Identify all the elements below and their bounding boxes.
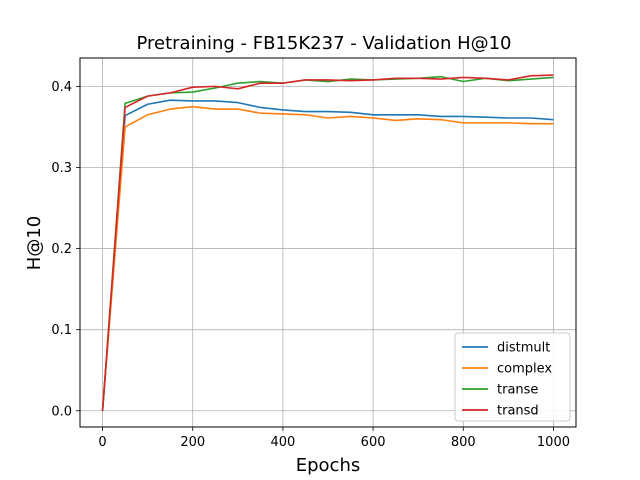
legend-label: transe — [497, 383, 538, 398]
x-tick-label: 400 — [270, 435, 295, 450]
x-tick-label: 200 — [180, 435, 205, 450]
x-tick-label: 1000 — [537, 435, 570, 450]
series-line-complex — [101, 105, 554, 411]
legend-label: transd — [497, 404, 539, 419]
series-line-distmult — [101, 99, 554, 411]
chart-title: Pretraining - FB15K237 - Validation H@10 — [136, 33, 511, 54]
x-tick-label: 800 — [451, 435, 476, 450]
legend-label: distmult — [497, 341, 550, 356]
y-axis-label: H@10 — [24, 216, 45, 270]
y-tick-label: 0.1 — [51, 323, 72, 338]
plot-frame — [79, 57, 577, 428]
y-tick-label: 0.4 — [51, 80, 72, 95]
y-axis-ticks: 0.0 0.1 0.2 0.3 0.4 — [51, 80, 80, 419]
legend: distmult complex transe transd — [454, 332, 571, 422]
series-line-transe — [101, 75, 554, 411]
x-axis-ticks: 0 200 400 600 800 1000 — [98, 427, 570, 450]
y-tick-label: 0.0 — [51, 404, 72, 419]
y-tick-label: 0.3 — [51, 161, 72, 176]
x-axis-label: Epochs — [296, 455, 361, 476]
x-tick-label: 600 — [361, 435, 386, 450]
legend-label: complex — [497, 362, 552, 377]
x-tick-label: 0 — [98, 435, 106, 450]
legend-box — [454, 332, 571, 422]
series-lines — [101, 74, 554, 411]
series-line-transd — [101, 74, 554, 411]
y-tick-label: 0.2 — [51, 242, 72, 257]
